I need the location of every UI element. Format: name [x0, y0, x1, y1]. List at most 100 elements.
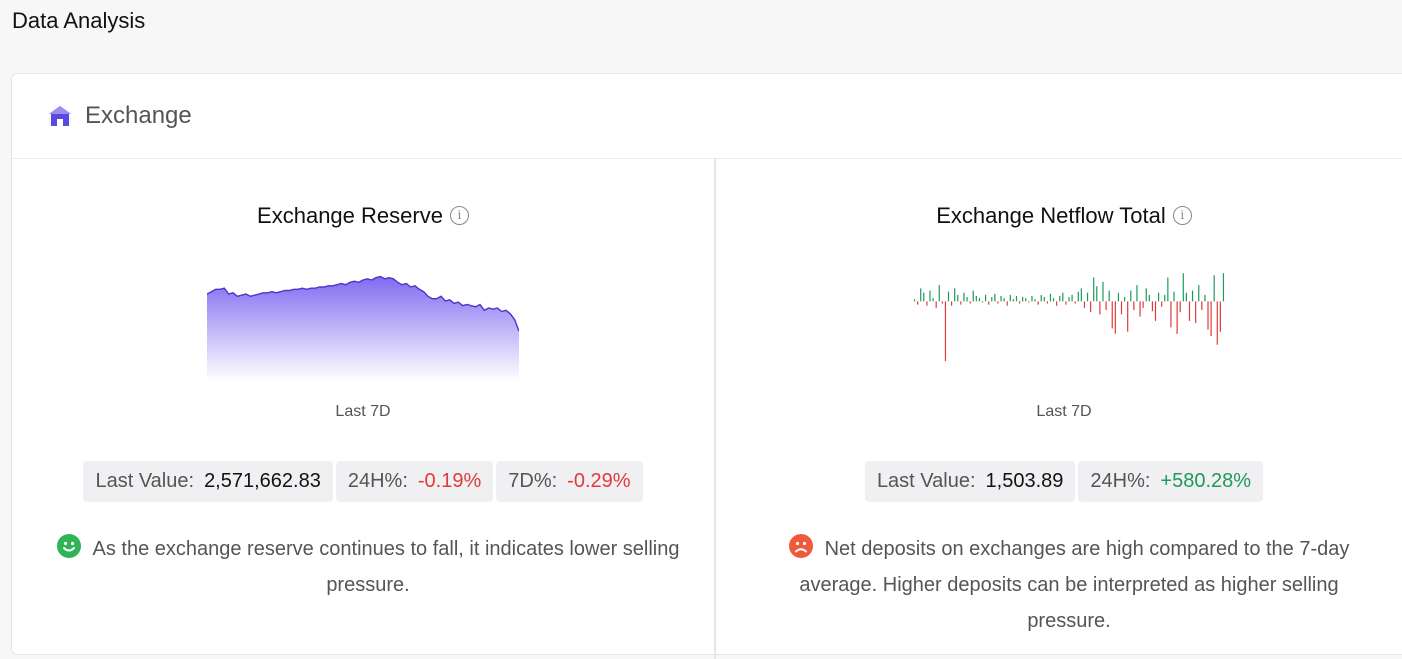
netflow-bar [1083, 301, 1086, 308]
stat-label: Last Value: [95, 470, 195, 492]
stat-value: 2,571,662.83 [204, 470, 321, 492]
reserve-line [207, 275, 519, 332]
netflow-bar [1105, 301, 1107, 311]
stat-label: Last Value: [876, 470, 976, 492]
stats-row: Last Value: 1,503.89 24H%: +580.28% [716, 461, 1402, 502]
exchange-card: Exchange Exchange Reserve i Last 7D Last … [11, 73, 1402, 659]
netflow-bar [1003, 298, 1005, 302]
netflow-bar [1071, 294, 1073, 302]
stat-label: 24H%: [1090, 470, 1151, 492]
netflow-bar [923, 292, 925, 302]
netflow-bar [966, 297, 968, 302]
netflow-bar [978, 298, 981, 302]
frown-icon [788, 534, 813, 558]
netflow-bar [935, 301, 937, 308]
netflow-bar [1176, 301, 1178, 334]
netflow-bar [929, 290, 931, 302]
netflow-bar [1031, 295, 1033, 302]
netflow-bar [1068, 297, 1070, 302]
exchange-netflow-panel: Exchange Netflow Total i Last 7D Last Val… [716, 159, 1402, 659]
netflow-bar [1191, 290, 1194, 302]
netflow-bar [1124, 297, 1126, 302]
netflow-bar [1145, 288, 1147, 302]
netflow-bar [1210, 301, 1212, 337]
netflow-bar [1170, 301, 1172, 328]
netflow-bar [1037, 301, 1039, 305]
netflow-bar [1093, 277, 1095, 302]
netflow-bar [1114, 301, 1116, 334]
exchange-netflow-chart [913, 273, 1225, 361]
netflow-bar [1012, 299, 1014, 302]
exchange-reserve-panel: Exchange Reserve i Last 7D Last Value: 2,… [12, 159, 716, 659]
netflow-bar [1034, 299, 1036, 302]
panel-title-text: Exchange Reserve [257, 203, 443, 228]
netflow-bar [984, 294, 987, 302]
netflow-bar [1204, 294, 1206, 302]
netflow-bar [1046, 301, 1048, 304]
netflow-bar [1117, 292, 1120, 302]
netflow-bar [1207, 301, 1209, 330]
netflow-bar [1065, 301, 1067, 305]
info-icon[interactable]: i [1172, 206, 1192, 225]
stat-24h: 24H%: -0.19% [335, 461, 494, 502]
stat-24h: 24H%: +580.28% [1078, 461, 1264, 502]
netflow-bar [994, 293, 996, 302]
netflow-bar [1096, 286, 1098, 302]
netflow-bar [1006, 301, 1008, 306]
netflow-bar [954, 288, 956, 302]
netflow-bar [913, 299, 916, 302]
netflow-bar [1062, 292, 1064, 302]
netflow-bar [1102, 281, 1104, 302]
period-label: Last 7D [1036, 403, 1092, 420]
period-label: Last 7D [335, 403, 391, 420]
netflow-bar [1142, 301, 1144, 308]
netflow-bar [1139, 301, 1141, 317]
insight-message: As the exchange reserve continues to fal… [92, 538, 680, 596]
netflow-bar [1216, 301, 1218, 345]
netflow-bar [1022, 297, 1024, 302]
reserve-area [207, 276, 519, 381]
netflow-bar [1120, 301, 1123, 315]
netflow-bar [1025, 298, 1027, 302]
netflow-bar [1151, 301, 1154, 312]
stat-7d: 7D%: -0.29% [496, 461, 643, 502]
netflow-bar [1000, 295, 1002, 302]
info-icon[interactable]: i [449, 206, 469, 225]
stat-value: -0.29% [567, 470, 631, 492]
netflow-bar [1213, 275, 1215, 302]
netflow-bar [917, 301, 919, 305]
netflow-bar [969, 301, 971, 304]
insight-text: Net deposits on exchanges are high compa… [756, 531, 1382, 639]
netflow-bar [1018, 301, 1021, 304]
netflow-bar [972, 290, 974, 302]
netflow-bar [1198, 285, 1200, 302]
netflow-bar [988, 301, 990, 305]
smile-icon [56, 534, 81, 558]
netflow-bar [1219, 301, 1221, 332]
netflow-bar [1108, 290, 1110, 302]
netflow-bar [1164, 294, 1166, 302]
stat-label: 24H%: [347, 470, 408, 492]
netflow-bar [1086, 292, 1089, 302]
netflow-bar [1148, 294, 1150, 302]
stats-row: Last Value: 2,571,662.83 24H%: -0.19% 7D… [12, 461, 714, 502]
netflow-bar [1195, 301, 1197, 324]
netflow-bar [947, 291, 950, 302]
insight-text: As the exchange reserve continues to fal… [52, 531, 684, 603]
netflow-bar [1185, 292, 1187, 302]
netflow-bar [1136, 285, 1138, 302]
netflow-bar [1161, 301, 1163, 307]
netflow-bar [1090, 301, 1092, 313]
insight-message: Net deposits on exchanges are high compa… [799, 538, 1350, 632]
netflow-bar [1182, 273, 1184, 302]
panel-title: Exchange Reserve i [12, 203, 714, 229]
netflow-bar [1111, 301, 1113, 329]
netflow-bar [975, 295, 977, 302]
netflow-bar [1154, 301, 1157, 321]
netflow-bar [951, 301, 953, 306]
netflow-bar [1173, 291, 1175, 302]
netflow-bar [1127, 301, 1129, 332]
netflow-bar [981, 301, 984, 303]
netflow-bar [1009, 294, 1011, 302]
netflow-bar [991, 297, 993, 302]
